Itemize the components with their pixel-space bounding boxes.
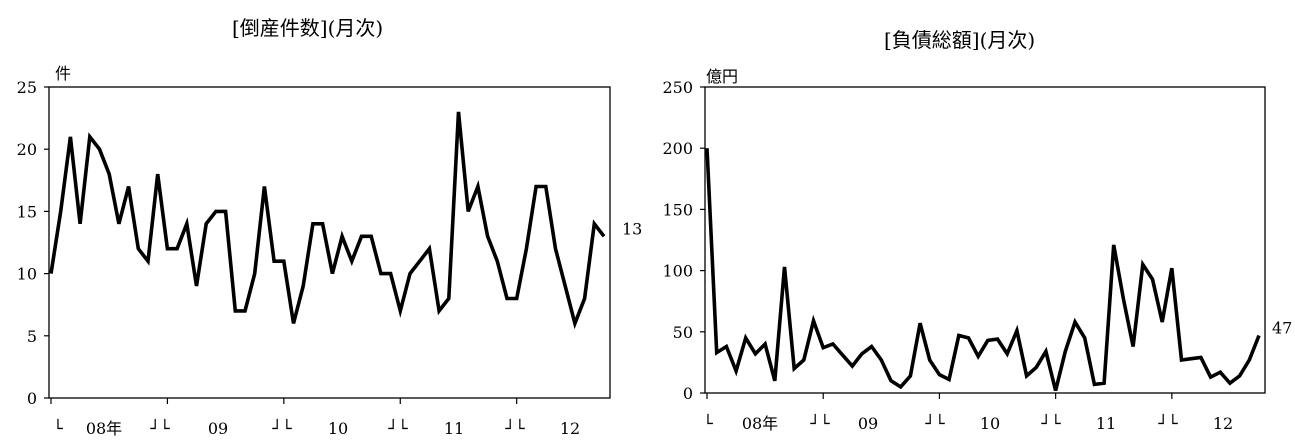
- plot-frame: [704, 86, 1266, 394]
- y-tick-label: 10: [17, 265, 37, 284]
- x-tick-label: ┘└: [387, 418, 408, 438]
- y-tick-label: 0: [27, 389, 37, 408]
- series-line: [705, 148, 1261, 392]
- y-tick-label: 150: [662, 200, 693, 219]
- y-axis-unit-label: 億円: [706, 67, 739, 86]
- x-tick-label: ┘└: [1040, 413, 1061, 433]
- x-tick-label: └: [53, 418, 63, 438]
- x-tick-label: 12: [1213, 414, 1233, 433]
- x-tick-label: ┘└: [1157, 413, 1178, 433]
- x-tick-label: 12: [560, 419, 580, 438]
- end-value-label: 47: [1272, 318, 1292, 337]
- y-tick-label: 20: [17, 140, 37, 159]
- y-tick-label: 15: [17, 202, 37, 221]
- chart-title: [負債総額](月次): [884, 28, 1036, 52]
- chart-panel-bankruptcy-count: [倒産件数](月次) 件 0 5 10 15 20 25 └ 08年 ┘└ 09 ┘└ 10 ┘└ 11 ┘…: [0, 0, 643, 443]
- y-tick-label: 0: [683, 384, 693, 403]
- x-tick-label: 09: [858, 414, 878, 433]
- y-tick-label: 250: [662, 78, 693, 97]
- y-axis-unit-label: 件: [55, 64, 72, 83]
- x-tick-label: 08年: [742, 414, 778, 433]
- x-tick-label: 09: [208, 419, 228, 438]
- line-chart-bankruptcy-count: 0 5 10 15 20 25 └ 08年 ┘└ 09 ┘└ 10 ┘└ 11 ┘└ 12 13: [17, 78, 643, 438]
- series-line: [49, 111, 606, 330]
- end-value-label: 13: [622, 219, 642, 238]
- chart-title: [倒産件数](月次): [232, 16, 384, 40]
- x-tick-label: 10: [328, 419, 348, 438]
- y-tick-label: 200: [662, 139, 693, 158]
- x-tick-label: ┘└: [149, 418, 170, 438]
- x-tick-label: 10: [980, 414, 1000, 433]
- plot-frame: [48, 86, 611, 399]
- line-chart-total-liabilities: 0 50 100 150 200 250 └ 08年 ┘└ 09 ┘└ 10 ┘└ 11 ┘└ 12 47: [662, 78, 1292, 433]
- y-tick-label: 50: [673, 323, 693, 342]
- x-tick-label: └: [703, 413, 713, 433]
- x-tick-label: ┘└: [271, 418, 292, 438]
- chart-panel-total-liabilities: [負債総額](月次) 億円 0 50 100 150 200 250 └ 08年 ┘└ 09 ┘└ 1…: [648, 0, 1295, 443]
- x-tick-label: 11: [1096, 414, 1116, 433]
- y-tick-label: 25: [17, 78, 37, 97]
- x-tick-label: ┘└: [924, 413, 945, 433]
- x-tick-label: ┘└: [809, 413, 830, 433]
- y-tick-label: 5: [27, 327, 37, 346]
- x-tick-label: 11: [444, 419, 464, 438]
- y-tick-label: 100: [662, 262, 693, 281]
- x-tick-label: ┘└: [504, 418, 525, 438]
- x-tick-label: 08年: [86, 419, 122, 438]
